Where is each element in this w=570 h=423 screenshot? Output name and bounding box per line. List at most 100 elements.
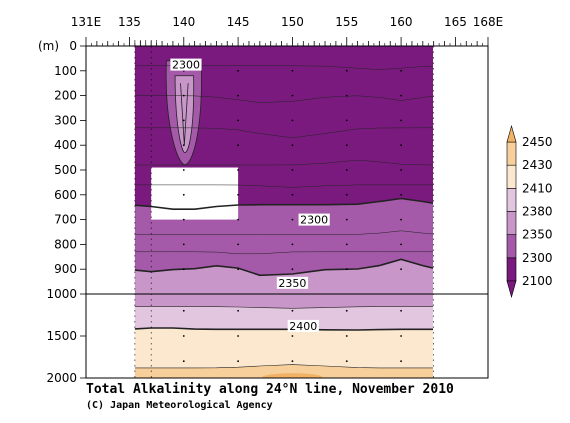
station-dot xyxy=(291,360,294,363)
y-tick-label: 600 xyxy=(54,188,77,202)
contour-thin-1 xyxy=(134,95,433,103)
station-dot xyxy=(182,218,185,221)
station-dot xyxy=(182,243,185,246)
y-tick-label: 2000 xyxy=(46,371,77,385)
contour-2410 xyxy=(134,364,433,369)
station-dot xyxy=(237,218,240,221)
credit-text: (C) Japan Meteorological Agency xyxy=(86,399,273,411)
colorbar-label: 2430 xyxy=(522,158,553,172)
x-tick-label: 160 xyxy=(390,15,413,29)
contour-thin-3 xyxy=(134,159,433,166)
station-dot xyxy=(182,144,185,147)
y-tick-label: 700 xyxy=(54,213,77,227)
band-2380-2410 xyxy=(134,306,433,330)
contour-2380 xyxy=(134,306,433,309)
station-dot xyxy=(345,119,348,122)
y-tick-label: 400 xyxy=(54,138,77,152)
station-dot xyxy=(291,268,294,271)
x-axis: 131E 135 140 145 150 155 160 165 168E xyxy=(71,15,504,46)
contour-labels: 2300 2300 2350 2400 xyxy=(170,58,330,333)
station-dot xyxy=(182,360,185,363)
station-dot xyxy=(345,218,348,221)
station-dot xyxy=(400,69,402,72)
station-dot xyxy=(345,335,348,337)
colorbar-segment xyxy=(506,188,517,212)
station-dot xyxy=(345,243,348,246)
x-tick-label: 131E xyxy=(71,15,102,29)
x-tick-label: 155 xyxy=(335,15,358,29)
station-dot xyxy=(345,169,348,171)
station-dot xyxy=(345,94,348,97)
station-dot xyxy=(291,169,294,171)
station-dot xyxy=(237,94,240,97)
x-tick-label: 145 xyxy=(227,15,250,29)
band-2350-2380-plume xyxy=(175,75,194,153)
station-dot xyxy=(291,309,294,312)
station-dot xyxy=(400,218,402,221)
station-dot xyxy=(291,335,294,337)
band-2410-2430 xyxy=(134,328,433,368)
colorbar-segment xyxy=(506,164,517,189)
contour-thin-6 xyxy=(134,251,433,255)
station-dot xyxy=(291,243,294,246)
station-dot xyxy=(291,218,294,221)
deep-warmest-patch xyxy=(262,373,323,378)
y-tick-label: 300 xyxy=(54,113,77,127)
station-dot xyxy=(237,309,240,312)
station-dot xyxy=(345,309,348,312)
colorbar-segment xyxy=(506,141,517,166)
station-dot xyxy=(345,268,348,271)
contour-2300 xyxy=(134,197,433,210)
station-dot xyxy=(400,119,402,122)
y-tick-label: 1000 xyxy=(46,287,77,301)
contour-label-bg xyxy=(170,58,202,71)
station-dot xyxy=(345,144,348,147)
contour-thin-2 xyxy=(134,127,433,139)
colorbar-extend-top xyxy=(506,124,517,143)
x-tick-label: 150 xyxy=(281,15,304,29)
chart-title: Total Alkalinity along 24°N line, Novemb… xyxy=(86,382,454,397)
station-dot xyxy=(400,144,402,147)
station-dot xyxy=(182,268,185,271)
station-dot xyxy=(182,169,185,171)
station-dot xyxy=(237,144,240,147)
y-tick-label: 100 xyxy=(54,64,77,78)
station-dot xyxy=(237,69,240,72)
station-dot xyxy=(291,144,294,147)
station-dot xyxy=(182,119,185,122)
contour-label: 2400 xyxy=(289,320,317,333)
colorbar-label: 2100 xyxy=(522,274,553,288)
contour-2400 xyxy=(134,327,433,331)
station-dot xyxy=(400,193,402,196)
station-dot xyxy=(400,94,402,97)
x-tick-label: 165 xyxy=(444,15,467,29)
station-dot xyxy=(291,94,294,97)
station-dot xyxy=(400,309,402,312)
station-markers xyxy=(134,46,434,378)
station-dot xyxy=(237,360,240,363)
contour-plume-inner xyxy=(174,75,195,154)
station-dot xyxy=(400,169,402,171)
colorbar: 2100 2300 2350 2380 2410 2430 2450 xyxy=(506,124,553,299)
station-dot xyxy=(345,360,348,363)
colorbar-label: 2350 xyxy=(522,228,553,242)
contour-label: 2300 xyxy=(300,214,328,227)
contour-plume-outer xyxy=(165,60,202,166)
station-dot xyxy=(182,193,185,196)
station-dot xyxy=(291,193,294,196)
colorbar-segment xyxy=(506,234,517,259)
colorbar-segment xyxy=(506,211,517,235)
contour-thin-5 xyxy=(134,230,433,235)
contour-2350 xyxy=(134,258,433,277)
contour-thin-4 xyxy=(134,184,433,188)
colorbar-label: 2450 xyxy=(522,135,553,149)
station-dot xyxy=(237,119,240,122)
y-tick-label: 900 xyxy=(54,262,77,276)
x-tick-label: 168E xyxy=(473,15,504,29)
station-dot xyxy=(291,69,294,72)
station-dot xyxy=(345,193,348,196)
station-dot xyxy=(291,119,294,122)
station-dot xyxy=(182,309,185,312)
y-axis: 0 100 200 300 400 500 600 700 800 900 1000 1500 2000 xyxy=(46,39,86,385)
